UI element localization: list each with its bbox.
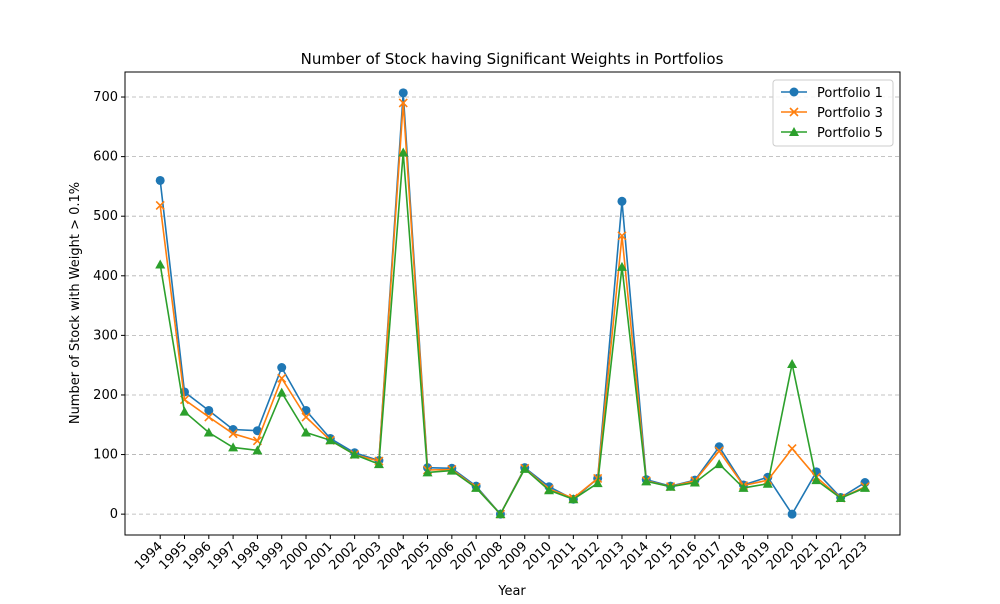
x-marker (301, 412, 311, 422)
y-tick-label: 500 (93, 209, 118, 224)
legend-entries: Portfolio 1 Portfolio 3 Portfolio 5 (781, 86, 883, 141)
series-portfolio-5 (155, 147, 870, 519)
x-marker (277, 373, 287, 383)
triangle-marker (252, 445, 263, 455)
triangle-marker (544, 485, 555, 495)
triangle-marker (301, 427, 312, 437)
triangle-marker (519, 463, 530, 473)
chart-title: Number of Stock having Significant Weigh… (301, 50, 724, 68)
triangle-marker (349, 449, 360, 459)
triangle-marker (811, 475, 822, 485)
circle-marker (398, 88, 408, 98)
triangle-marker (714, 459, 725, 469)
triangle-marker (422, 467, 433, 477)
circle-marker (204, 405, 214, 415)
triangle-marker (641, 476, 652, 486)
triangle-marker (398, 147, 409, 157)
circle-marker (277, 363, 287, 373)
legend-label: Portfolio 3 (817, 106, 883, 121)
y-axis-label: Number of Stock with Weight > 0.1% (68, 182, 83, 424)
x-axis-label: Year (497, 584, 526, 599)
x-marker (787, 444, 797, 454)
circle-marker (155, 175, 165, 185)
circle-marker (787, 509, 797, 519)
series-lines (155, 88, 870, 519)
legend-entry: Portfolio 5 (781, 126, 883, 141)
triangle-marker (276, 387, 287, 397)
y-tick-label: 300 (93, 328, 118, 343)
y-tick-label: 0 (110, 507, 118, 522)
triangle-marker (835, 493, 846, 503)
legend-entry: Portfolio 1 (781, 86, 883, 101)
triangle-marker (787, 358, 798, 368)
legend: Portfolio 1 Portfolio 3 Portfolio 5 (772, 79, 894, 147)
series-line (159, 151, 866, 515)
x-marker (714, 446, 724, 456)
triangle-marker (155, 259, 166, 269)
y-tick-label: 400 (93, 269, 118, 284)
legend-label: Portfolio 1 (817, 86, 883, 101)
y-tick-label: 200 (93, 388, 118, 403)
x-marker (204, 412, 214, 422)
triangle-marker (860, 482, 870, 492)
y-tick-label: 700 (93, 90, 118, 105)
x-marker (398, 98, 408, 108)
legend-frame (772, 79, 894, 147)
triangle-marker (228, 442, 239, 452)
y-tick-label: 100 (93, 448, 118, 463)
triangle-marker (325, 435, 336, 445)
triangle-marker (665, 481, 676, 491)
triangle-marker (495, 509, 506, 519)
triangle-marker (446, 465, 457, 475)
x-marker (617, 231, 627, 241)
triangle-marker (568, 494, 579, 504)
triangle-marker (592, 478, 603, 488)
y-axis-ticks: 0 100 200 300 400 500 600 700 (93, 90, 125, 522)
plot-frame (124, 71, 901, 536)
triangle-marker (203, 427, 214, 437)
circle-marker (789, 87, 799, 97)
triangle-marker (616, 261, 627, 271)
legend-label: Portfolio 5 (817, 126, 883, 141)
y-gridlines (125, 96, 900, 515)
triangle-marker (373, 459, 384, 469)
x-marker (155, 200, 165, 211)
x-marker (789, 107, 799, 117)
triangle-marker (762, 478, 773, 488)
triangle-marker (179, 406, 190, 416)
triangle-marker (738, 482, 749, 492)
circle-marker (617, 196, 627, 206)
triangle-marker (471, 482, 482, 492)
y-tick-label: 600 (93, 150, 118, 165)
triangle-marker (689, 477, 700, 487)
legend-entry: Portfolio 3 (781, 106, 883, 121)
x-marker (228, 429, 238, 439)
triangle-marker (789, 127, 799, 136)
